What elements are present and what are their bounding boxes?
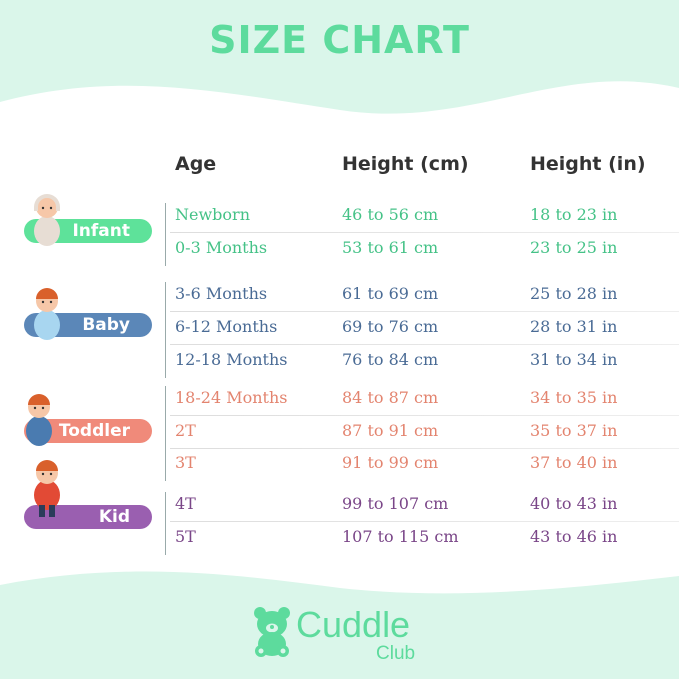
- cell-age: 4T: [175, 494, 196, 513]
- toddler-illustration: [26, 394, 52, 446]
- kid-illustration: [34, 460, 60, 517]
- cell-in: 35 to 37 in: [530, 421, 618, 440]
- header-height-cm: Height (cm): [342, 153, 469, 175]
- cell-age: 18-24 Months: [175, 388, 288, 407]
- cell-cm: 61 to 69 cm: [342, 284, 439, 303]
- group-divider: [165, 203, 166, 266]
- cell-in: 40 to 43 in: [530, 494, 618, 513]
- page-title: SIZE CHART: [209, 18, 470, 62]
- cell-age: 3-6 Months: [175, 284, 268, 303]
- row-separator: [170, 232, 679, 233]
- cell-cm: 69 to 76 cm: [342, 317, 439, 336]
- cell-cm: 87 to 91 cm: [342, 421, 439, 440]
- infant-illustration: [34, 194, 60, 246]
- cell-age: Newborn: [175, 205, 250, 224]
- cell-in: 37 to 40 in: [530, 453, 618, 472]
- cell-in: 25 to 28 in: [530, 284, 618, 303]
- row-separator: [170, 448, 679, 449]
- cell-cm: 53 to 61 cm: [342, 238, 439, 257]
- cell-cm: 107 to 115 cm: [342, 527, 459, 546]
- cell-age: 2T: [175, 421, 196, 440]
- cell-age: 12-18 Months: [175, 350, 288, 369]
- cell-cm: 46 to 56 cm: [342, 205, 439, 224]
- group-divider: [165, 492, 166, 555]
- baby-illustration: [34, 288, 60, 340]
- cell-cm: 91 to 99 cm: [342, 453, 439, 472]
- brand-subname: Club: [376, 643, 416, 664]
- cell-in: 43 to 46 in: [530, 527, 618, 546]
- cell-age: 0-3 Months: [175, 238, 268, 257]
- row-separator: [170, 344, 679, 345]
- row-separator: [170, 415, 679, 416]
- cell-age: 6-12 Months: [175, 317, 278, 336]
- cell-cm: 76 to 84 cm: [342, 350, 439, 369]
- group-divider: [165, 386, 166, 481]
- cell-in: 31 to 34 in: [530, 350, 618, 369]
- cell-cm: 84 to 87 cm: [342, 388, 439, 407]
- cell-in: 23 to 25 in: [530, 238, 618, 257]
- row-separator: [170, 311, 679, 312]
- group-divider: [165, 282, 166, 378]
- row-separator: [170, 521, 679, 522]
- cell-cm: 99 to 107 cm: [342, 494, 449, 513]
- header-age: Age: [175, 153, 217, 175]
- cell-age: 5T: [175, 527, 196, 546]
- header-height-in: Height (in): [530, 153, 646, 175]
- brand-name: Cuddle: [296, 604, 411, 645]
- teddy-bear-icon: [254, 607, 290, 657]
- cell-in: 18 to 23 in: [530, 205, 618, 224]
- cell-in: 34 to 35 in: [530, 388, 618, 407]
- cell-in: 28 to 31 in: [530, 317, 618, 336]
- cell-age: 3T: [175, 453, 196, 472]
